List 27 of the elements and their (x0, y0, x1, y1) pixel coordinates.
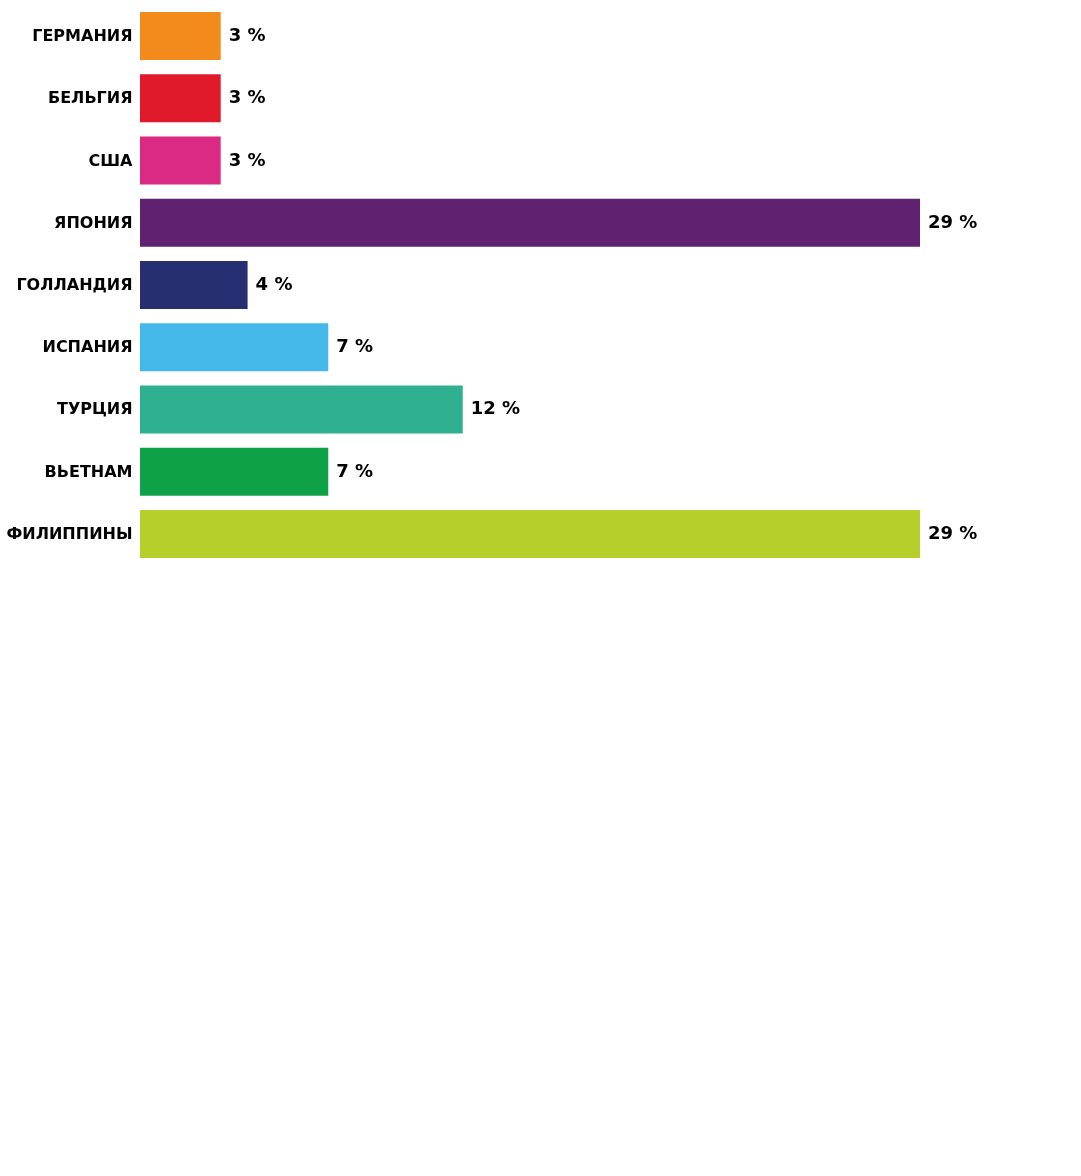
y-tick-label: ЯПОНИЯ (54, 212, 133, 232)
bar (140, 261, 248, 309)
bar (140, 447, 329, 496)
bar (140, 74, 221, 123)
bar (140, 198, 920, 247)
bar (140, 509, 920, 558)
y-tick-label: ФИЛИППИНЫ (6, 523, 133, 543)
data-label: 4 % (255, 273, 293, 294)
data-label: 3 % (228, 86, 266, 108)
bar (140, 136, 221, 185)
data-label: 7 % (336, 459, 374, 481)
data-label: 3 % (228, 24, 266, 46)
y-tick-label: ТУРЦИЯ (56, 399, 133, 419)
y-tick-label: ИСПАНИЯ (42, 337, 133, 357)
bar (140, 323, 329, 372)
y-tick-label: ГЕРМАНИЯ (32, 26, 133, 46)
y-tick-label: ВЬЕТНАМ (44, 461, 133, 481)
data-label: 3 % (228, 148, 266, 170)
y-tick-label: ГОЛЛАНДИЯ (16, 275, 133, 294)
data-label: 29 % (928, 210, 978, 232)
bar (140, 12, 221, 61)
y-tick-label: США (88, 150, 134, 170)
data-label: 7 % (336, 335, 374, 357)
data-label: 12 % (470, 397, 521, 419)
bar (140, 385, 463, 434)
y-tick-label: БЕЛЬГИЯ (47, 88, 133, 108)
data-label: 29 % (928, 521, 978, 543)
